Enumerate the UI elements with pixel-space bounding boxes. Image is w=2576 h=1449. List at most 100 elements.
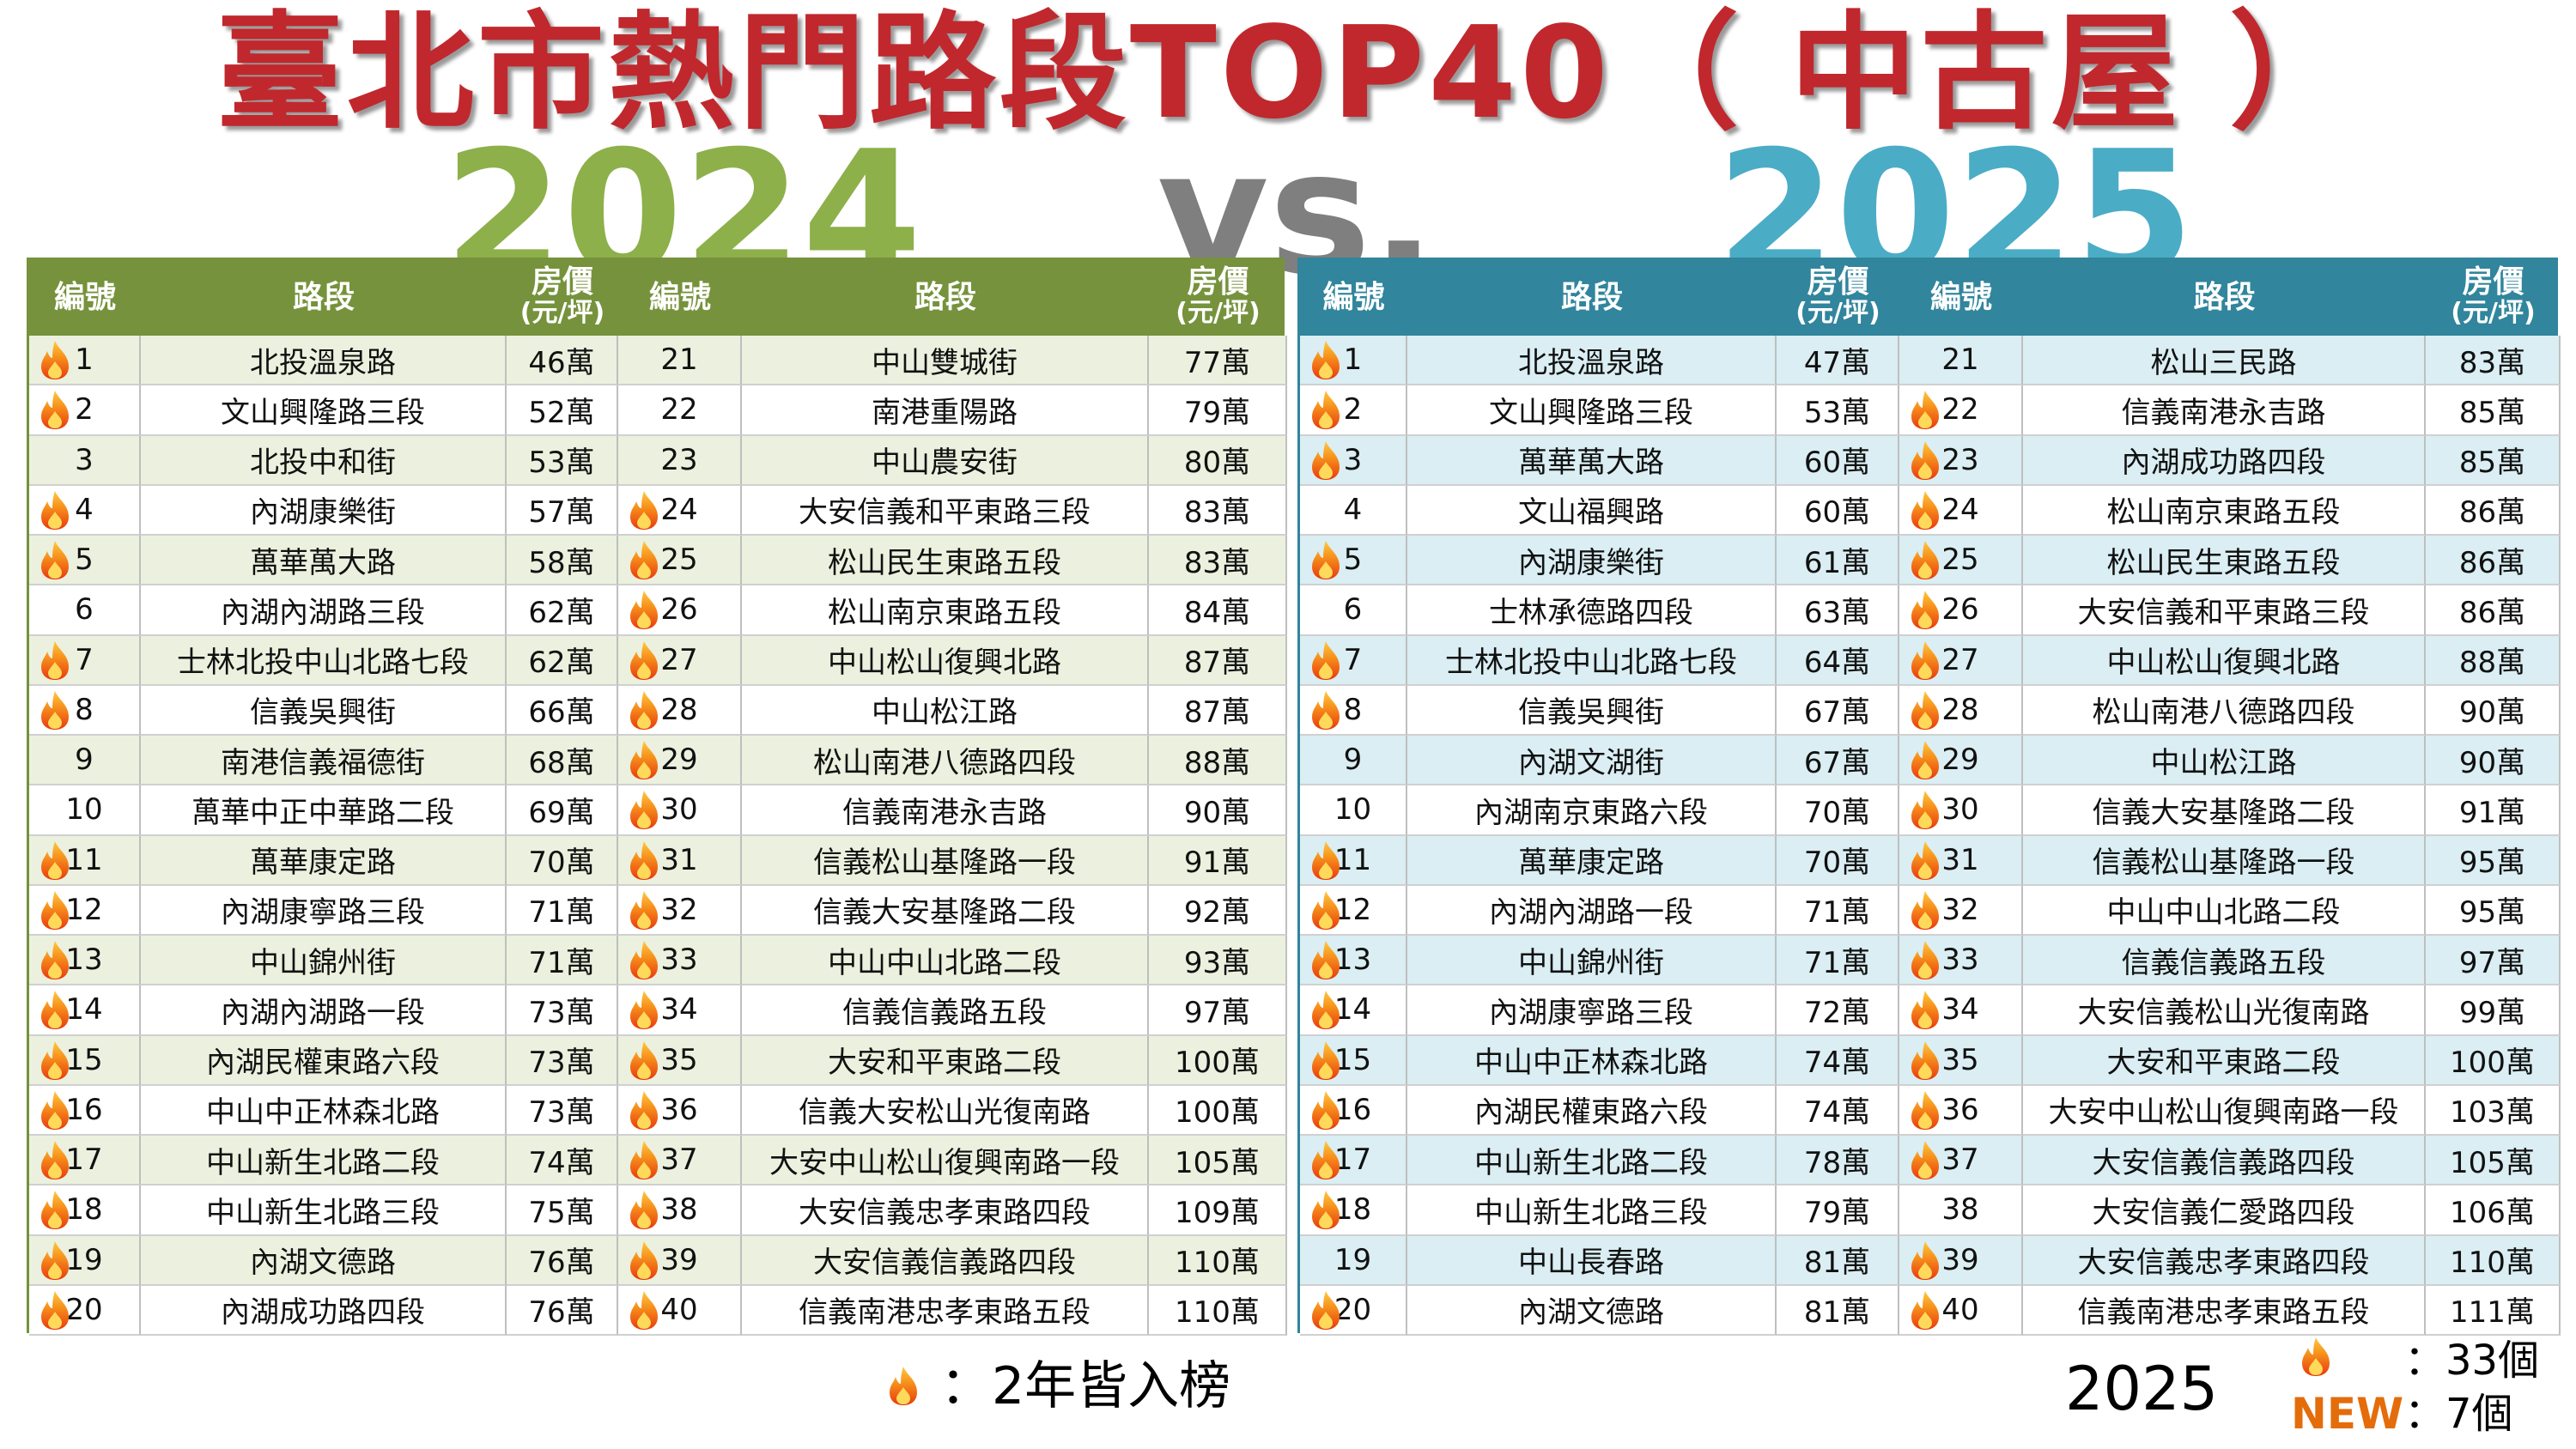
road-cell: 內湖文德路 (141, 1235, 507, 1286)
price-cell: 67萬 (1777, 736, 1899, 786)
fire-icon (625, 1189, 663, 1230)
road-cell: 大安信義忠孝東路四段 (742, 1185, 1149, 1236)
fire-icon (36, 389, 74, 430)
road-cell: 中山松江路 (2023, 736, 2426, 786)
price-cell: 70萬 (507, 835, 618, 886)
price-cell: 85萬 (2426, 435, 2561, 486)
road-cell: 萬華康定路 (141, 835, 507, 886)
fire-icon (1906, 689, 1944, 731)
road-cell: 文山興隆路三段 (1407, 385, 1777, 436)
fire-icon (36, 1189, 74, 1230)
road-cell: 信義松山基隆路一段 (742, 835, 1149, 886)
price-cell: 92萬 (1149, 885, 1287, 936)
fire-icon (1906, 989, 1944, 1030)
rank-cell: 21 (618, 336, 742, 386)
road-cell: 文山福興路 (1407, 485, 1777, 536)
price-cell: 100萬 (1149, 1085, 1287, 1136)
price-cell: 93萬 (1149, 936, 1287, 986)
fire-icon (1906, 1139, 1944, 1180)
fire-icon (36, 840, 74, 881)
price-cell: 73萬 (507, 1085, 618, 1136)
road-cell: 大安信義松山光復南路 (2023, 985, 2426, 1036)
road-cell: 北投溫泉路 (1407, 336, 1777, 386)
road-cell: 中山雙城街 (742, 336, 1149, 386)
road-cell: 信義信義路五段 (2023, 936, 2426, 986)
fire-icon (1307, 689, 1345, 731)
price-cell: 110萬 (2426, 1235, 2561, 1286)
road-cell: 萬華萬大路 (141, 536, 507, 586)
fire-icon (1906, 440, 1944, 481)
road-cell: 大安和平東路二段 (742, 1035, 1149, 1086)
road-cell: 大安信義仁愛路四段 (2023, 1185, 2426, 1236)
fire-icon (36, 539, 74, 580)
price-cell: 75萬 (507, 1185, 618, 1236)
fire-icon (1307, 339, 1345, 380)
price-cell: 74萬 (507, 1136, 618, 1186)
road-cell: 信義信義路五段 (742, 985, 1149, 1036)
price-cell: 62萬 (507, 635, 618, 686)
fire-icon (1307, 1040, 1345, 1081)
price-cell: 53萬 (507, 435, 618, 486)
fire-icon (1906, 489, 1944, 530)
price-cell: 79萬 (1149, 385, 1287, 436)
fire-icon (1906, 939, 1944, 980)
price-cell: 105萬 (1149, 1136, 1287, 1186)
price-cell: 84萬 (1149, 585, 1287, 636)
road-cell: 中山新生北路三段 (1407, 1185, 1777, 1236)
road-cell: 內湖文德路 (1407, 1285, 1777, 1336)
price-cell: 99萬 (2426, 985, 2561, 1036)
price-cell: 71萬 (507, 936, 618, 986)
fire-icon (36, 339, 74, 380)
price-cell: 80萬 (1149, 435, 1287, 486)
road-cell: 萬華萬大路 (1407, 435, 1777, 486)
road-cell: 信義松山基隆路一段 (2023, 835, 2426, 886)
fire-icon (1307, 389, 1345, 430)
price-cell: 71萬 (1777, 936, 1899, 986)
header-price: 房價 (元/坪) (2426, 260, 2561, 336)
header-rank: 編號 (648, 280, 711, 315)
header-price: 房價 (元/坪) (1777, 260, 1899, 336)
fire-icon (1307, 1189, 1345, 1230)
fire-icon (36, 989, 74, 1030)
fire-icon (1307, 1289, 1345, 1331)
road-cell: 士林北投中山北路七段 (1407, 635, 1777, 686)
header-road: 路段 (1560, 280, 1623, 315)
road-cell: 松山南京東路五段 (742, 585, 1149, 636)
price-cell: 86萬 (2426, 585, 2561, 636)
price-cell: 110萬 (1149, 1285, 1287, 1336)
road-cell: 信義南港永吉路 (742, 785, 1149, 836)
fire-icon (1906, 840, 1944, 881)
road-cell: 中山松江路 (742, 685, 1149, 736)
rank-cell: 9 (29, 736, 141, 786)
road-cell: 中山新生北路三段 (141, 1185, 507, 1236)
road-cell: 萬華中正中華路二段 (141, 785, 507, 836)
road-cell: 中山長春路 (1407, 1235, 1777, 1286)
fire-icon (36, 1040, 74, 1081)
fire-icon (1307, 539, 1345, 580)
fire-icon (1906, 539, 1944, 580)
price-cell: 100萬 (1149, 1035, 1287, 1086)
road-cell: 南港信義福德街 (141, 736, 507, 786)
price-cell: 67萬 (1777, 685, 1899, 736)
road-cell: 內湖成功路四段 (141, 1285, 507, 1336)
road-cell: 信義大安基隆路二段 (742, 885, 1149, 936)
header-price-line2: (元/坪) (1176, 298, 1261, 328)
road-cell: 大安和平東路二段 (2023, 1035, 2426, 1086)
fire-icon (625, 1289, 663, 1331)
price-cell: 58萬 (507, 536, 618, 586)
fire-icon (1906, 1089, 1944, 1131)
price-cell: 83萬 (1149, 536, 1287, 586)
price-cell: 90萬 (1149, 785, 1287, 836)
price-cell: 72萬 (1777, 985, 1899, 1036)
fire-icon (1906, 589, 1944, 630)
fire-icon (1307, 640, 1345, 681)
header-road: 路段 (2193, 280, 2256, 315)
rank-cell: 6 (29, 585, 141, 636)
price-cell: 61萬 (1777, 536, 1899, 586)
summary-fire (2297, 1336, 2335, 1377)
price-cell: 76萬 (507, 1285, 618, 1336)
price-cell: 87萬 (1149, 635, 1287, 686)
price-cell: 81萬 (1777, 1285, 1899, 1336)
road-cell: 內湖南京東路六段 (1407, 785, 1777, 836)
road-cell: 內湖康樂街 (1407, 536, 1777, 586)
